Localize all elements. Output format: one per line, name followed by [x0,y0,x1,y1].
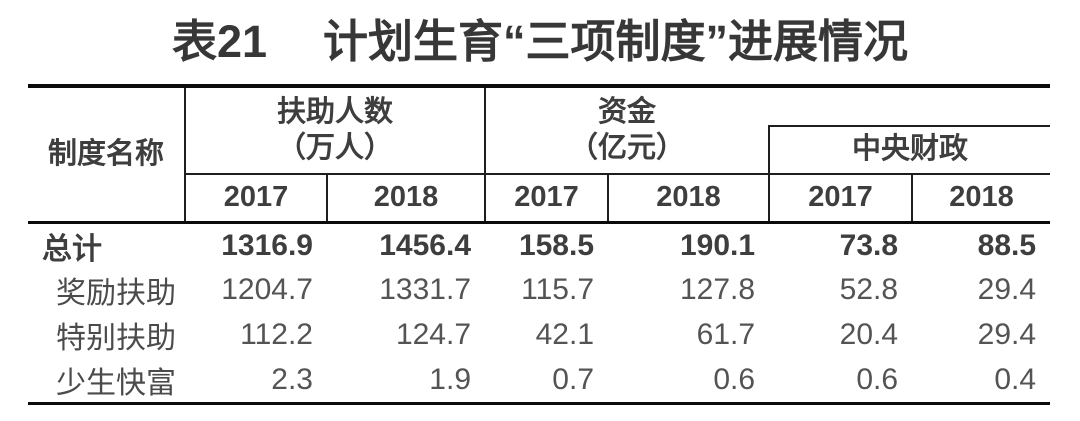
cell-special-central-2017: 20.4 [839,318,899,351]
year-central-2018: 2018 [912,174,1051,224]
header-group-funds-line1: 资金 [598,96,657,129]
header-row-central: 中央财政 [28,126,1051,175]
year-assisted-2018: 2018 [327,174,487,224]
cell-fewer-assisted-2018: 1.9 [429,362,472,396]
table-title-text: 计划生育“三项制度”进展情况 [323,15,909,67]
header-spacer-cell [769,86,1051,127]
cell-reward-assisted-2018: 1331.7 [379,273,472,306]
cell-reward-funds-2018: 127.8 [679,273,756,306]
header-group-funds-unit: （亿元） [569,131,686,164]
table-row-reward-assist: 奖励扶助 1204.7 1331.7 115.7 127.8 52.8 29.4 [28,268,1050,313]
header-group-central-finance: 中央财政 [768,126,1051,175]
header-row-groups: 制度名称 扶助人数 （万人） 资金 （亿元） [28,86,1051,224]
cell-reward-funds-2017: 115.7 [521,273,595,306]
cell-special-funds-2018: 61.7 [696,318,756,351]
row-label-fewer-births: 少生快富 [56,366,176,400]
cell-special-central-2018: 29.4 [977,318,1037,351]
row-label-reward-assist: 奖励扶助 [56,277,176,310]
header-system-name: 制度名称 [28,86,186,224]
cell-fewer-assisted-2017: 2.3 [271,362,313,396]
header-row-years: 2017 2018 2017 2018 2017 2018 [28,174,1051,224]
year-central-2017: 2017 [769,174,914,224]
table-row-total: 总计 1316.9 1456.4 158.5 190.1 73.8 88.5 [28,222,1050,268]
cell-reward-central-2017: 52.8 [839,273,899,306]
cell-total-central-2017: 73.8 [839,228,899,262]
cell-reward-assisted-2017: 1204.7 [221,273,313,306]
cell-total-central-2018: 88.5 [977,228,1037,262]
year-funds-2017: 2017 [485,174,610,224]
year-funds-2018: 2018 [608,174,771,224]
cell-reward-central-2018: 29.4 [977,273,1037,306]
cell-special-assisted-2018: 124.7 [395,318,472,351]
cell-fewer-central-2018: 0.4 [994,362,1037,396]
table-row-special-assist: 特别扶助 112.2 124.7 42.1 61.7 20.4 29.4 [28,313,1050,358]
cell-total-assisted-2017: 1316.9 [221,228,313,262]
cell-total-assisted-2018: 1456.4 [379,228,472,262]
statistics-table: 制度名称 扶助人数 （万人） 资金 （亿元） 中央财政 2017 2018 20… [28,84,1051,405]
cell-total-funds-2017: 158.5 [518,228,595,262]
table-title: 表21 计划生育“三项制度”进展情况 [0,6,1080,68]
cell-total-funds-2018: 190.1 [679,228,756,262]
header-group-assisted-people: 扶助人数 （万人） [185,86,487,175]
header-group-funds: 资金 （亿元） [485,86,770,175]
cell-fewer-funds-2018: 0.6 [713,362,756,396]
cell-fewer-funds-2017: 0.7 [552,362,595,396]
year-assisted-2017: 2017 [185,174,328,224]
table-row-fewer-births: 少生快富 2.3 1.9 0.7 0.6 0.6 0.4 [28,358,1050,404]
cell-fewer-central-2017: 0.6 [856,362,899,396]
header-group-assisted-line1: 扶助人数 [277,96,394,129]
table-number: 表21 [171,15,268,67]
header-group-assisted-unit: （万人） [277,131,394,164]
cell-special-funds-2017: 42.1 [535,318,595,351]
cell-special-assisted-2017: 112.2 [240,318,313,351]
row-label-total: 总计 [42,232,102,266]
row-label-special-assist: 特别扶助 [56,322,176,355]
